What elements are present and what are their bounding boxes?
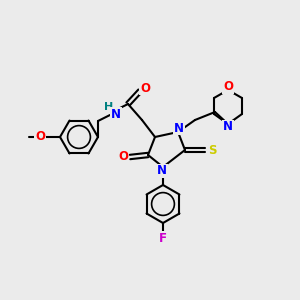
Text: S: S [208, 143, 216, 157]
Text: N: N [174, 122, 184, 134]
Text: H: H [104, 102, 114, 112]
Text: O: O [118, 151, 128, 164]
Text: N: N [111, 107, 121, 121]
Text: O: O [140, 82, 150, 94]
Text: N: N [223, 121, 233, 134]
Text: O: O [223, 80, 233, 94]
Text: O: O [35, 130, 45, 143]
Text: F: F [159, 232, 167, 244]
Text: N: N [157, 164, 167, 178]
